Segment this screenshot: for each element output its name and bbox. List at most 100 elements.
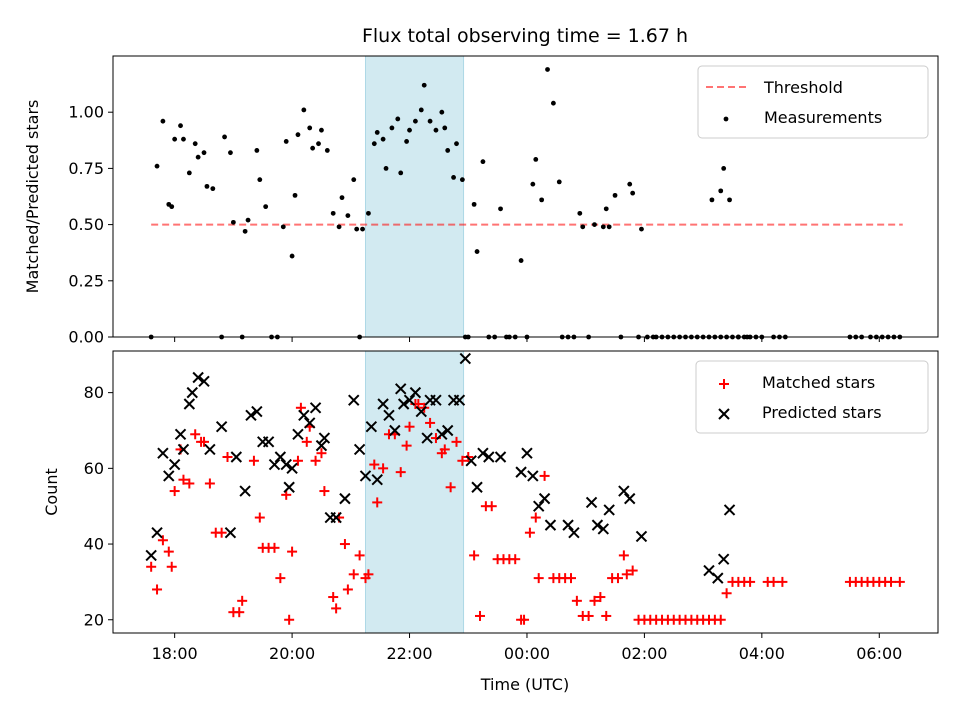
predicted-star-point (224, 526, 237, 539)
measurement-point (533, 157, 539, 162)
matched-star-point (539, 470, 550, 481)
predicted-star-point (618, 485, 630, 497)
predicted-star-point (471, 481, 483, 493)
matched-star-point (372, 497, 383, 508)
predicted-star-point (441, 424, 454, 437)
bottom-highlight-span (364, 350, 465, 634)
x-tick-label: 06:00 (856, 644, 902, 663)
measurement-point (603, 206, 609, 212)
x-tick-label: 22:00 (386, 644, 432, 663)
matched-star-point (339, 539, 350, 550)
measurement-point (360, 226, 365, 232)
predicted-star-point (177, 443, 190, 456)
matched-star-point (222, 451, 233, 462)
measurement-point (550, 100, 556, 106)
measurement-point (433, 127, 439, 133)
matched-star-point (519, 614, 530, 625)
matched-star-point (216, 527, 227, 538)
matched-star-point (439, 444, 450, 455)
matched-star-point (571, 595, 582, 606)
legend-matched-swatch (719, 379, 729, 389)
predicted-star-point (415, 405, 427, 418)
matched-star-point (328, 592, 339, 603)
predicted-star-point (230, 451, 243, 463)
chart-title: Flux total observing time = 1.67 h (362, 25, 688, 47)
measurement-point (210, 186, 216, 192)
predicted-star-point (562, 519, 574, 531)
matched-star-point (621, 569, 632, 580)
matched-star-point (583, 610, 594, 621)
bottom-axes-frame (112, 350, 939, 634)
matched-star-point (886, 576, 897, 587)
predicted-star-point (239, 485, 251, 497)
predicted-star-point (371, 473, 383, 486)
matched-star-point (234, 607, 245, 618)
predicted-star-point (204, 443, 216, 456)
predicted-star-point (395, 383, 407, 395)
measurement-point (280, 224, 286, 230)
matched-star-point (184, 478, 195, 489)
observing-span-rect (364, 55, 465, 338)
predicted-star-point (186, 386, 198, 399)
matched-stars-layer (146, 398, 905, 625)
predicted-star-point (151, 526, 163, 539)
predicted-star-point (436, 428, 448, 440)
matched-star-point (342, 584, 353, 595)
predicted-star-point (527, 470, 539, 482)
matched-star-point (469, 550, 480, 561)
predicted-star-point (145, 549, 157, 562)
matched-star-point (618, 550, 629, 561)
matched-star-point (445, 482, 456, 493)
matched-star-point (310, 455, 321, 466)
matched-star-point (254, 512, 265, 523)
measurement-point (263, 204, 269, 210)
measurement-point (204, 183, 210, 189)
matched-star-point (395, 467, 406, 478)
predicted-star-point (544, 519, 557, 531)
predicted-star-point (192, 371, 204, 384)
measurement-point (727, 197, 732, 203)
predicted-star-point (533, 500, 545, 512)
top-y-ticks: 0.00 0.25 0.50 0.75 1.00 (68, 103, 113, 347)
matched-star-point (190, 429, 201, 440)
predicted-star-point (403, 394, 416, 406)
matched-star-point (354, 550, 365, 561)
legend-entry-label: Measurements (764, 108, 882, 127)
predicted-star-point (292, 428, 304, 440)
predicted-star-point (421, 432, 433, 444)
measurement-point (292, 192, 298, 198)
measurement-point (380, 136, 386, 142)
matched-star-point (715, 614, 726, 625)
predicted-star-point (383, 409, 395, 422)
matched-star-point (721, 588, 732, 599)
matched-star-point (146, 561, 157, 572)
measurement-point (371, 141, 377, 147)
measurement-point (398, 170, 404, 176)
matched-star-point (199, 436, 210, 447)
predicted-star-point (348, 394, 360, 406)
predicted-star-point (268, 458, 281, 471)
predicted-star-point (521, 447, 533, 459)
predicted-star-point (315, 439, 328, 452)
measurement-point (301, 107, 307, 113)
predicted-star-point (286, 462, 298, 475)
matched-star-point (204, 478, 215, 489)
y-tick-label: 1.00 (68, 103, 104, 122)
matched-star-point (319, 486, 330, 497)
predicted-star-point (168, 458, 181, 471)
measurement-point (351, 177, 357, 183)
matched-star-point (152, 584, 163, 595)
matched-star-point (237, 595, 248, 606)
y-tick-label: 40 (84, 535, 104, 554)
top-legend: Threshold Measurements (697, 65, 929, 139)
measurement-point (439, 109, 445, 115)
matched-star-point (486, 501, 497, 512)
top-axes-frame (112, 55, 939, 338)
predicted-star-point (591, 519, 604, 531)
measurement-point (498, 206, 503, 212)
matched-star-point (566, 573, 577, 584)
matched-star-point (275, 573, 286, 584)
measurement-point (310, 145, 316, 151)
measurement-point (257, 177, 263, 183)
matched-star-point (169, 486, 180, 497)
